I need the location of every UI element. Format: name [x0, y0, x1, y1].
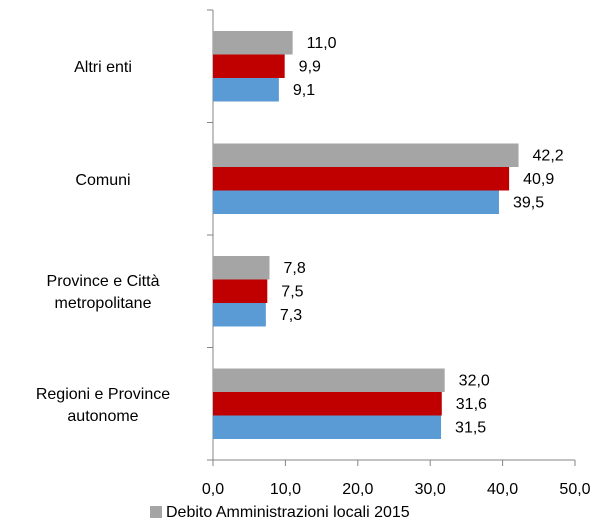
x-tick-label: 20,0: [342, 481, 373, 498]
bar: [213, 279, 268, 303]
x-tick-label: 50,0: [559, 481, 590, 498]
data-label: 40,9: [523, 171, 554, 188]
data-label: 32,0: [459, 372, 490, 389]
category-label: Altri enti: [74, 59, 132, 77]
category-label: Comuni: [75, 171, 131, 189]
legend-label: Debito Amministrazioni locali 2015: [166, 504, 410, 521]
data-label: 9,1: [293, 82, 315, 99]
category-label: Regioni e Province autonome: [35, 385, 171, 425]
data-label: 7,8: [283, 260, 305, 277]
bar: [213, 368, 445, 392]
bar: [213, 190, 499, 214]
x-tick-label: 10,0: [270, 481, 301, 498]
data-label: 11,0: [307, 35, 337, 52]
data-label: 7,5: [281, 283, 303, 300]
bar: [213, 392, 442, 416]
x-tick-label: 0,0: [202, 481, 224, 498]
data-label: 42,2: [533, 147, 564, 164]
x-tick-label: 30,0: [415, 481, 446, 498]
data-label: 9,9: [299, 58, 321, 75]
bar: [213, 256, 270, 280]
bar: [213, 415, 442, 439]
bar: [213, 303, 266, 327]
data-label: 31,5: [455, 419, 486, 436]
legend-swatch: [150, 506, 162, 518]
bar: [213, 143, 519, 167]
data-label: 31,6: [456, 396, 487, 413]
data-label: 39,5: [513, 194, 544, 211]
data-label: 7,3: [280, 307, 302, 324]
category-label: Province e Città metropolitane: [46, 273, 160, 313]
bar: [213, 31, 293, 55]
bar: [213, 54, 285, 78]
bar: [213, 167, 510, 191]
bar: [213, 78, 279, 102]
x-tick-label: 40,0: [487, 481, 518, 498]
